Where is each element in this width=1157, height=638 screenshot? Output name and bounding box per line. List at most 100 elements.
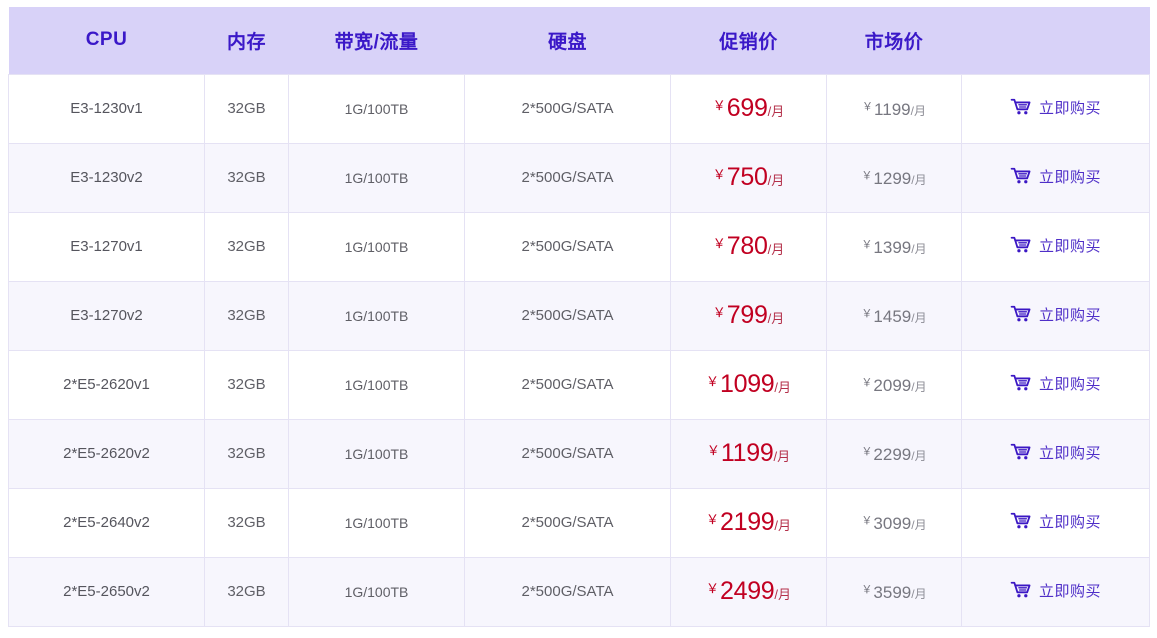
cell-bandwidth: 1G/100TB <box>288 142 465 213</box>
cell-action: 立即购买 <box>961 142 1150 213</box>
market-price: ￥1399/月 <box>861 236 926 258</box>
market-price-unit: /月 <box>910 103 926 118</box>
cell-market-price: ￥1199/月 <box>826 73 962 144</box>
buy-now-label: 立即购买 <box>1038 237 1101 255</box>
cell-action: 立即购买 <box>961 280 1150 351</box>
promo-price-unit: /月 <box>767 104 785 119</box>
cell-promo-price: ￥750/月 <box>670 142 827 213</box>
promo-price: ￥1099/月 <box>706 370 791 399</box>
buy-now-button[interactable]: 立即购买 <box>1010 580 1101 601</box>
promo-currency-symbol: ￥ <box>712 305 726 320</box>
promo-price-unit: /月 <box>774 518 792 533</box>
table-row: 2*E5-2620v1 32GB 1G/100TB 2*500G/SATA ￥1099/… <box>8 349 1150 420</box>
cell-action: 立即购买 <box>961 556 1150 627</box>
buy-now-label: 立即购买 <box>1038 513 1101 531</box>
cell-disk: 2*500G/SATA <box>464 280 671 351</box>
promo-price-amount: 780 <box>726 232 768 260</box>
cell-promo-price: ￥699/月 <box>670 73 827 144</box>
cell-cpu: 2*E5-2620v2 <box>8 418 205 489</box>
promo-price-unit: /月 <box>767 173 785 188</box>
market-price-unit: /月 <box>911 310 927 325</box>
cell-cpu: E3-1270v2 <box>8 280 205 351</box>
column-header-disk: 硬盘 <box>547 31 587 53</box>
shopping-cart-icon <box>1010 512 1032 530</box>
buy-now-button[interactable]: 立即购买 <box>1010 166 1101 187</box>
shopping-cart-icon <box>1010 305 1032 323</box>
market-price: ￥1199/月 <box>862 98 926 120</box>
market-price-unit: /月 <box>911 172 927 187</box>
buy-now-label: 立即购买 <box>1038 582 1101 600</box>
promo-currency-symbol: ￥ <box>712 98 726 113</box>
promo-currency-symbol: ￥ <box>712 236 726 251</box>
promo-price-amount: 1199 <box>720 439 774 467</box>
market-currency-symbol: ￥ <box>861 238 873 251</box>
cell-promo-price: ￥2499/月 <box>670 556 827 627</box>
cell-memory: 32GB <box>204 73 289 144</box>
promo-price: ￥780/月 <box>713 232 784 261</box>
cell-bandwidth: 1G/100TB <box>288 349 465 420</box>
table-row: E3-1270v1 32GB 1G/100TB 2*500G/SATA ￥780/月 ￥1… <box>8 211 1150 282</box>
promo-price-amount: 699 <box>726 94 768 122</box>
cell-action: 立即购买 <box>961 418 1150 489</box>
market-price: ￥2299/月 <box>861 443 926 465</box>
server-pricing-table: CPU 内存 带宽/流量 硬盘 促销价 市场价 E3-1230v1 32GB 1G/… <box>8 7 1150 627</box>
promo-price-amount: 750 <box>726 163 768 191</box>
cell-disk: 2*500G/SATA <box>464 487 671 558</box>
market-price-amount: 3099 <box>873 513 912 533</box>
promo-price: ￥750/月 <box>713 163 784 192</box>
cell-disk: 2*500G/SATA <box>464 211 671 282</box>
buy-now-button[interactable]: 立即购买 <box>1010 373 1101 394</box>
buy-now-button[interactable]: 立即购买 <box>1010 511 1101 532</box>
shopping-cart-icon <box>1010 374 1032 392</box>
cell-bandwidth: 1G/100TB <box>288 418 465 489</box>
market-currency-symbol: ￥ <box>861 376 873 389</box>
market-price-amount: 3599 <box>873 582 912 602</box>
market-price-amount: 2099 <box>873 375 912 395</box>
promo-price: ￥699/月 <box>713 94 784 123</box>
market-currency-symbol: ￥ <box>861 583 873 596</box>
market-price-amount: 2299 <box>873 444 912 464</box>
cell-cpu: E3-1230v2 <box>8 142 205 213</box>
table-row: 2*E5-2620v2 32GB 1G/100TB 2*500G/SATA ￥1199/… <box>8 418 1150 489</box>
buy-now-button[interactable]: 立即购买 <box>1010 235 1101 256</box>
table-row: E3-1270v2 32GB 1G/100TB 2*500G/SATA ￥799/月 ￥1… <box>8 280 1150 351</box>
table-body: E3-1230v1 32GB 1G/100TB 2*500G/SATA ￥699/月 ￥1… <box>8 73 1150 627</box>
cell-disk: 2*500G/SATA <box>464 349 671 420</box>
cell-action: 立即购买 <box>961 487 1150 558</box>
cell-bandwidth: 1G/100TB <box>288 556 465 627</box>
cell-memory: 32GB <box>204 556 289 627</box>
market-price-unit: /月 <box>911 379 927 394</box>
buy-now-button[interactable]: 立即购买 <box>1010 304 1101 325</box>
cell-market-price: ￥1459/月 <box>826 280 962 351</box>
cell-market-price: ￥3099/月 <box>826 487 962 558</box>
promo-price-unit: /月 <box>767 242 785 257</box>
cell-action: 立即购买 <box>961 211 1150 282</box>
cell-cpu: 2*E5-2620v1 <box>8 349 205 420</box>
market-currency-symbol: ￥ <box>861 169 873 182</box>
cell-memory: 32GB <box>204 142 289 213</box>
cell-memory: 32GB <box>204 349 289 420</box>
promo-price: ￥799/月 <box>713 301 784 330</box>
table-header: CPU 内存 带宽/流量 硬盘 促销价 市场价 <box>8 7 1150 74</box>
promo-currency-symbol: ￥ <box>712 167 726 182</box>
cell-bandwidth: 1G/100TB <box>288 211 465 282</box>
cell-promo-price: ￥799/月 <box>670 280 827 351</box>
promo-currency-symbol: ￥ <box>706 443 720 458</box>
market-price-amount: 1399 <box>873 237 912 257</box>
column-header-memory: 内存 <box>226 31 266 53</box>
promo-price: ￥2199/月 <box>706 508 791 537</box>
promo-price-unit: /月 <box>774 587 792 602</box>
buy-now-button[interactable]: 立即购买 <box>1010 97 1101 118</box>
cell-market-price: ￥2299/月 <box>826 418 962 489</box>
shopping-cart-icon <box>1010 98 1032 116</box>
cell-promo-price: ￥780/月 <box>670 211 827 282</box>
market-price-unit: /月 <box>911 241 927 256</box>
buy-now-button[interactable]: 立即购买 <box>1010 442 1101 463</box>
promo-price-unit: /月 <box>773 449 791 464</box>
cell-market-price: ￥1399/月 <box>826 211 962 282</box>
shopping-cart-icon <box>1010 443 1032 461</box>
buy-now-label: 立即购买 <box>1038 168 1101 186</box>
cell-memory: 32GB <box>204 487 289 558</box>
promo-currency-symbol: ￥ <box>705 581 719 596</box>
